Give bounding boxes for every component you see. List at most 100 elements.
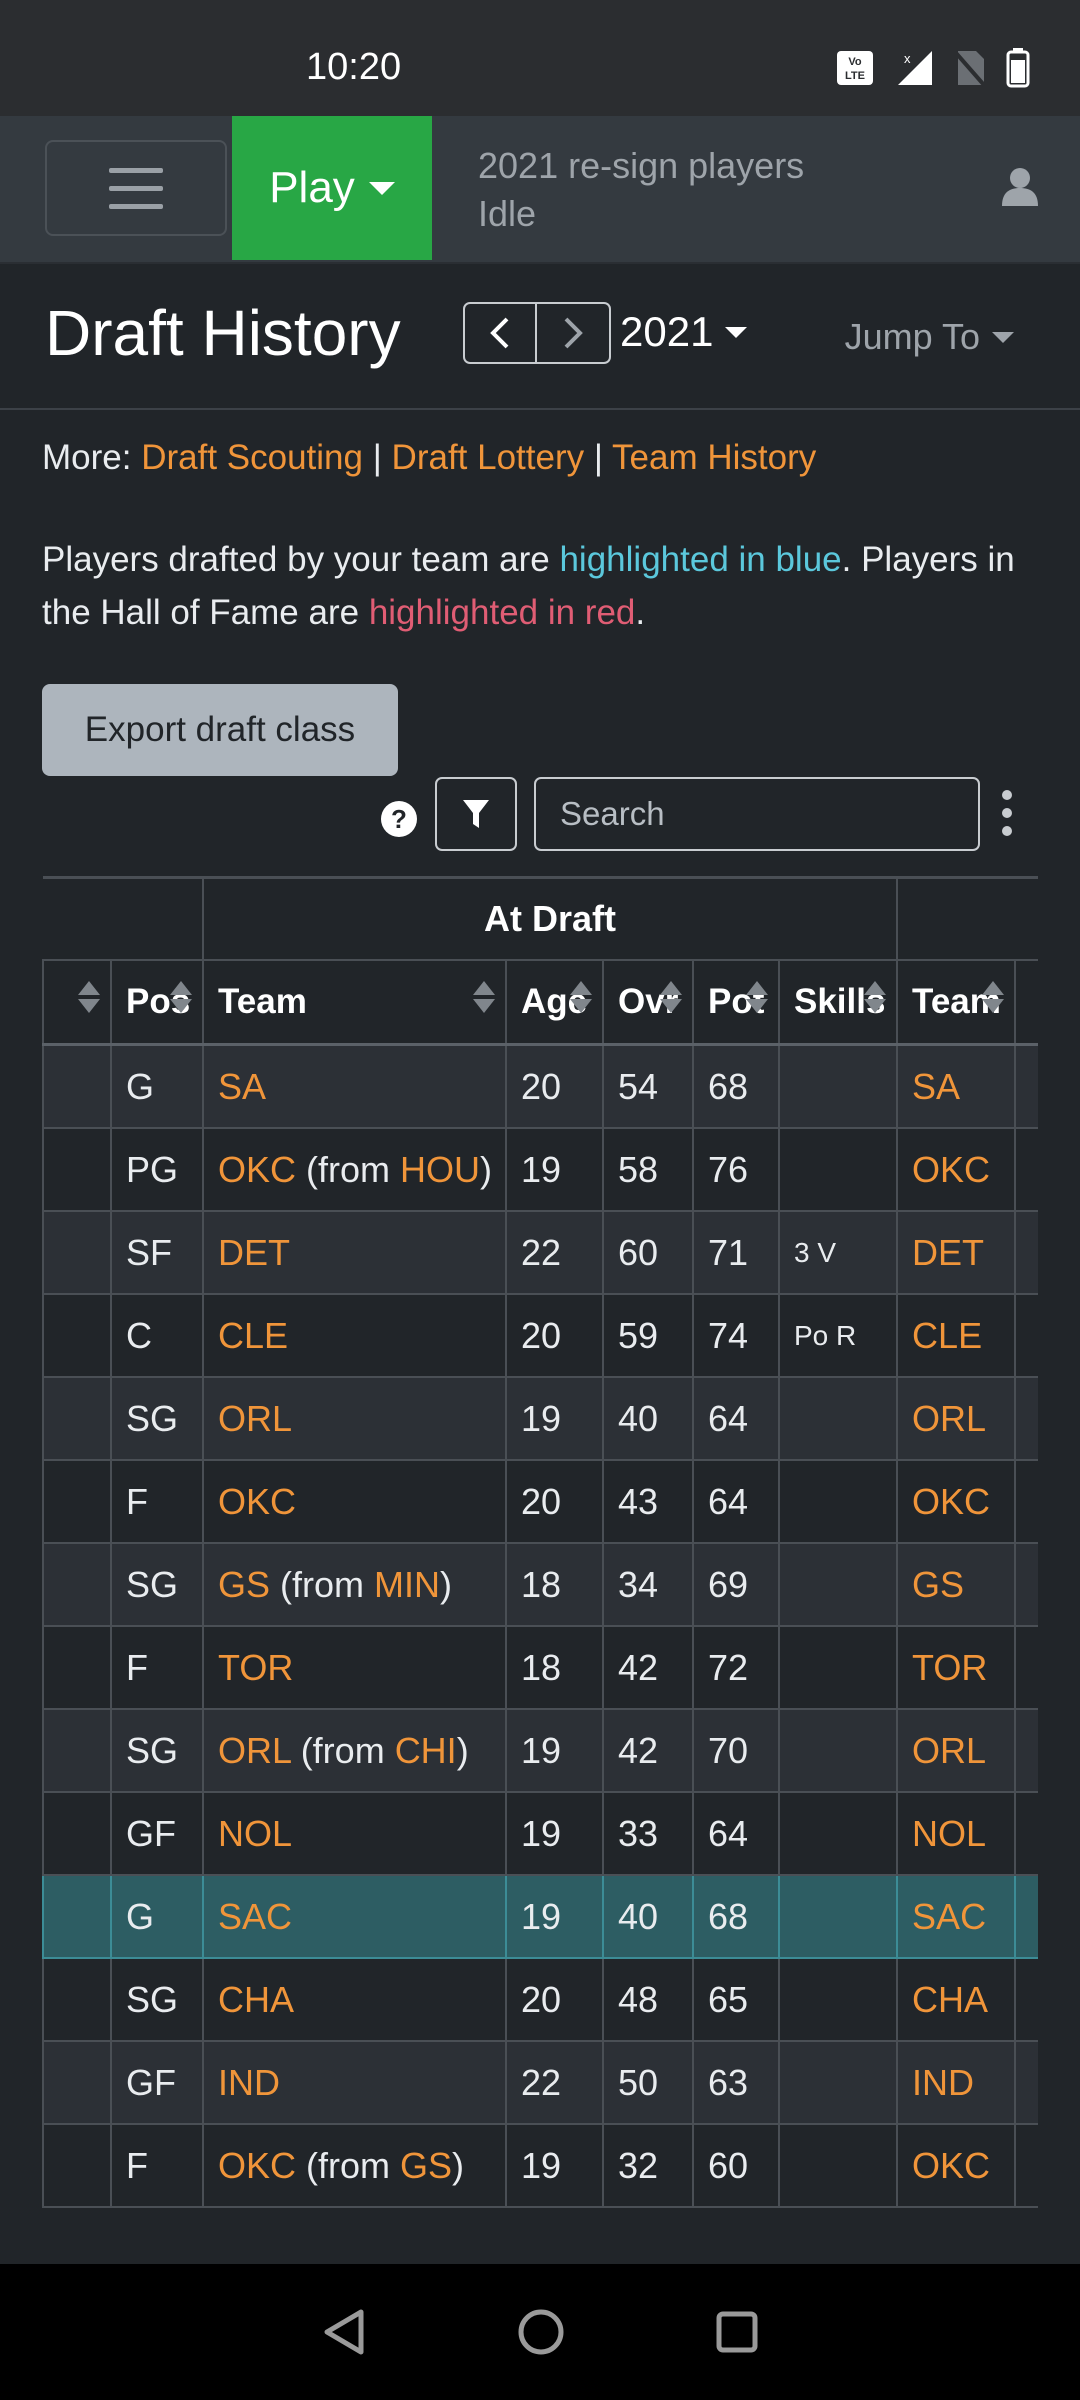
back-icon[interactable] bbox=[321, 2308, 367, 2356]
recents-icon[interactable] bbox=[715, 2310, 759, 2354]
table-row[interactable]: F OKC (from GS) 19 32 60 OKC bbox=[42, 2123, 1038, 2208]
caret-down-icon bbox=[368, 181, 395, 195]
current-team-cell: SAC bbox=[896, 1874, 1017, 1959]
table-row[interactable]: G SAC 19 40 68 SAC bbox=[42, 1874, 1038, 1959]
team-link[interactable]: ORL bbox=[218, 1729, 291, 1771]
table-row[interactable]: G SA 20 54 68 SA bbox=[42, 1043, 1038, 1129]
column-header-age[interactable]: Age bbox=[505, 959, 604, 1046]
ovr-cell: 42 bbox=[602, 1708, 694, 1793]
column-header-pos[interactable]: Pos bbox=[110, 959, 204, 1046]
column-header-current-team[interactable]: Team bbox=[896, 959, 1017, 1046]
next-season-button[interactable] bbox=[537, 302, 611, 364]
draft-table-container[interactable]: At Draft Pos Team Age Ovr Pot Skills Tea… bbox=[42, 876, 1038, 2262]
team-cell: OKC (from GS) bbox=[202, 2123, 507, 2208]
export-draft-class-button[interactable]: Export draft class bbox=[42, 684, 398, 776]
table-row[interactable]: GF NOL 19 33 64 NOL bbox=[42, 1791, 1038, 1876]
team-link[interactable]: TOR bbox=[218, 1646, 294, 1688]
from-team-link[interactable]: HOU bbox=[400, 1148, 481, 1190]
table-row[interactable]: SG GS (from MIN) 18 34 69 GS bbox=[42, 1542, 1038, 1627]
kebab-dot bbox=[1002, 808, 1012, 818]
column-header-pot[interactable]: Pot bbox=[692, 959, 780, 1046]
table-row[interactable]: PG OKC (from HOU) 19 58 76 OKC bbox=[42, 1127, 1038, 1212]
user-icon[interactable] bbox=[1000, 166, 1040, 206]
team-link[interactable]: OKC bbox=[218, 2144, 297, 2186]
column-header-ovr[interactable]: Ovr bbox=[602, 959, 694, 1046]
season-dropdown[interactable]: 2021 bbox=[620, 308, 748, 356]
pot-cell: 69 bbox=[692, 1542, 780, 1627]
ovr-cell: 59 bbox=[602, 1293, 694, 1378]
pot-cell: 70 bbox=[692, 1708, 780, 1793]
team-link[interactable]: GS bbox=[218, 1563, 271, 1605]
from-team-link[interactable]: CHI bbox=[394, 1729, 457, 1771]
help-icon[interactable]: ? bbox=[380, 800, 418, 838]
play-menu-button[interactable]: Play bbox=[232, 116, 432, 260]
team-link[interactable]: SAC bbox=[218, 1895, 293, 1937]
column-header-skills[interactable]: Skills bbox=[777, 959, 899, 1046]
current-team-link[interactable]: OKC bbox=[912, 2144, 991, 2186]
team-link[interactable]: CLE bbox=[218, 1314, 289, 1356]
team-history-link[interactable]: Team History bbox=[612, 438, 817, 477]
team-link[interactable]: IND bbox=[218, 2061, 280, 2103]
table-row[interactable]: SG ORL 19 40 64 ORL bbox=[42, 1376, 1038, 1461]
team-link[interactable]: ORL bbox=[218, 1397, 293, 1439]
current-team-link[interactable]: OKC bbox=[912, 1480, 991, 1522]
more-options-icon[interactable] bbox=[1002, 790, 1012, 836]
skills-cell bbox=[777, 1376, 899, 1461]
previous-season-button[interactable] bbox=[463, 302, 537, 364]
svg-text:x: x bbox=[904, 51, 911, 66]
from-team-link[interactable]: GS bbox=[400, 2144, 453, 2186]
next-cell bbox=[1014, 1542, 1038, 1627]
home-icon[interactable] bbox=[517, 2308, 565, 2356]
draft-scouting-link[interactable]: Draft Scouting bbox=[141, 438, 363, 477]
draft-lottery-link[interactable]: Draft Lottery bbox=[391, 438, 585, 477]
table-row[interactable]: F OKC 20 43 64 OKC bbox=[42, 1459, 1038, 1544]
search-input[interactable] bbox=[534, 777, 980, 851]
age-cell: 19 bbox=[505, 1791, 604, 1876]
pick-cell bbox=[42, 1874, 112, 1959]
from-text: ) bbox=[456, 1729, 469, 1771]
pos-cell: F bbox=[110, 1459, 204, 1544]
pos-cell: SG bbox=[110, 1542, 204, 1627]
current-team-link[interactable]: SAC bbox=[912, 1895, 987, 1937]
table-row[interactable]: F TOR 18 42 72 TOR bbox=[42, 1625, 1038, 1710]
table-row[interactable]: SG CHA 20 48 65 CHA bbox=[42, 1957, 1038, 2042]
team-link[interactable]: OKC bbox=[218, 1480, 297, 1522]
draft-history-table: At Draft Pos Team Age Ovr Pot Skills Tea… bbox=[42, 876, 1038, 2208]
current-team-link[interactable]: ORL bbox=[912, 1397, 987, 1439]
table-column-header: Pos Team Age Ovr Pot Skills Team bbox=[42, 959, 1038, 1046]
table-row[interactable]: C CLE 20 59 74 Po R CLE bbox=[42, 1293, 1038, 1378]
team-link[interactable]: NOL bbox=[218, 1812, 293, 1854]
table-row[interactable]: SG ORL (from CHI) 19 42 70 ORL bbox=[42, 1708, 1038, 1793]
current-team-link[interactable]: IND bbox=[912, 2061, 975, 2103]
filter-button[interactable] bbox=[435, 777, 517, 851]
column-header-next[interactable] bbox=[1014, 959, 1038, 1046]
current-team-link[interactable]: OKC bbox=[912, 1148, 991, 1190]
current-team-link[interactable]: DET bbox=[912, 1231, 985, 1273]
team-link[interactable]: DET bbox=[218, 1231, 290, 1273]
table-row[interactable]: GF IND 22 50 63 IND bbox=[42, 2040, 1038, 2125]
jump-to-dropdown[interactable]: Jump To bbox=[845, 316, 1014, 358]
current-team-link[interactable]: NOL bbox=[912, 1812, 987, 1854]
current-team-link[interactable]: ORL bbox=[912, 1729, 987, 1771]
current-team-link[interactable]: GS bbox=[912, 1563, 965, 1605]
menu-toggle-button[interactable] bbox=[45, 140, 227, 236]
battery-icon bbox=[1006, 48, 1030, 88]
jump-to-label: Jump To bbox=[844, 316, 980, 357]
team-link[interactable]: CHA bbox=[218, 1978, 295, 2020]
column-header-team[interactable]: Team bbox=[202, 959, 507, 1046]
from-team-link[interactable]: MIN bbox=[374, 1563, 441, 1605]
current-team-link[interactable]: CHA bbox=[912, 1978, 989, 2020]
team-link[interactable]: SA bbox=[218, 1065, 267, 1107]
current-team-link[interactable]: SA bbox=[912, 1065, 961, 1107]
column-header-pick[interactable] bbox=[42, 959, 112, 1046]
table-row[interactable]: SF DET 22 60 71 3 V DET bbox=[42, 1210, 1038, 1295]
current-team-link[interactable]: CLE bbox=[912, 1314, 983, 1356]
current-team-cell: ORL bbox=[896, 1708, 1017, 1793]
desc-red-text: highlighted in red bbox=[368, 593, 636, 632]
next-cell bbox=[1014, 1791, 1038, 1876]
skills-cell bbox=[777, 1043, 899, 1129]
pick-cell bbox=[42, 1791, 112, 1876]
sort-icon bbox=[78, 981, 100, 1013]
team-link[interactable]: OKC bbox=[218, 1148, 297, 1190]
current-team-link[interactable]: TOR bbox=[912, 1646, 988, 1688]
